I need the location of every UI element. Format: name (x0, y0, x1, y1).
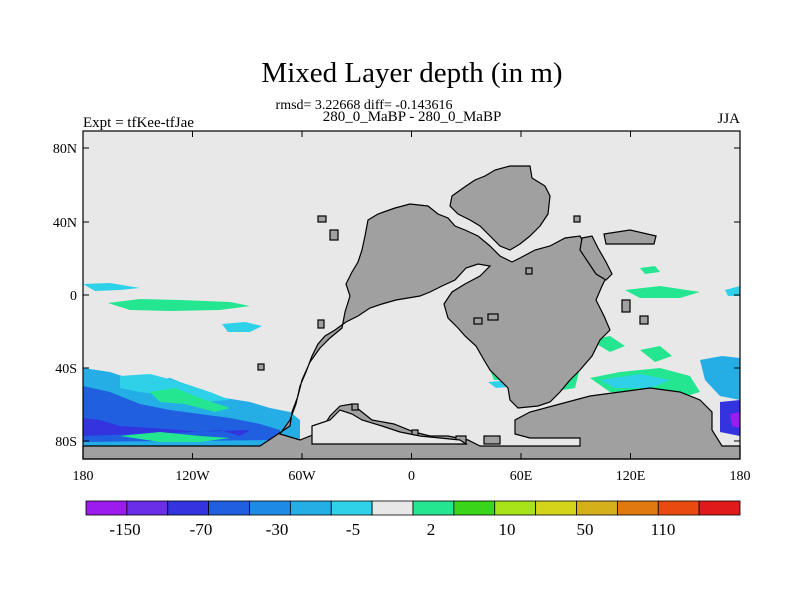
eastern-boundary-core (730, 412, 740, 428)
colorbar: -150 -70 -30 -5 2 10 50 110 (85, 500, 741, 539)
x-tick-label: 120E (616, 469, 646, 484)
island-7 (525, 267, 533, 275)
colorbar-label: -150 (109, 520, 140, 539)
chart-subtitle: 280_0_MaBP - 280_0_MaBP (323, 109, 502, 125)
y-tick-label: 80N (53, 142, 77, 157)
island-8 (621, 299, 631, 313)
colorbar-box (330, 500, 373, 516)
south-pacific-core (83, 418, 250, 436)
colorbar-box (657, 500, 700, 516)
island-2 (329, 229, 339, 241)
y-tick-label: 40N (53, 216, 77, 231)
southern-inland-basin (311, 409, 468, 445)
tropical-pacific-cyan (222, 322, 262, 332)
y-axis: 80N 40N 0 40S 80S (53, 142, 740, 450)
colorbar-label: 50 (577, 520, 594, 539)
x-tick-label: 60W (288, 469, 316, 484)
south-pacific-green-1 (150, 388, 230, 412)
colorbar-box (85, 500, 128, 516)
season-label: JJA (717, 111, 740, 127)
y-tick-label: 0 (70, 289, 77, 304)
colorbar-label: 10 (499, 520, 516, 539)
colorbar-label: 2 (427, 520, 436, 539)
x-axis: 180 120W 60W 0 60E 120E 180 (73, 131, 751, 484)
island-5 (473, 317, 483, 325)
colorbar-box (167, 500, 210, 516)
colorbar-box (616, 500, 659, 516)
colorbar-box (371, 500, 414, 516)
colorbar-box (698, 500, 741, 516)
stats-line: rmsd= 3.22668 diff= -0.143616 (276, 98, 453, 113)
y-tick-label: 80S (55, 435, 77, 450)
colorbar-box (249, 500, 291, 516)
island-6 (487, 313, 499, 321)
north-atlantic-cyan (725, 286, 740, 296)
colorbar-label: -5 (346, 520, 360, 539)
colorbar-box (494, 500, 537, 516)
eastern-boundary-deep (720, 400, 740, 436)
island-11 (483, 435, 501, 445)
island-10 (257, 363, 265, 371)
south-pacific-green-2 (120, 432, 230, 442)
island-1 (317, 215, 327, 223)
map-area: 80N 40N 0 40S 80S 180 120W 60W 0 60E 120 (53, 130, 751, 484)
colorbar-label: 110 (651, 520, 676, 539)
x-tick-label: 60E (510, 469, 533, 484)
colorbar-box (576, 500, 618, 516)
colorbar-box (412, 500, 455, 516)
colorbar-labels: -150 -70 -30 -5 2 10 50 110 (109, 520, 675, 539)
island-3 (573, 215, 581, 223)
equatorial-pacific-green (108, 299, 250, 311)
indian-ocean-green-4 (640, 346, 672, 362)
colorbar-box (208, 500, 250, 516)
colorbar-label: -30 (266, 520, 289, 539)
colorbar-label: -70 (190, 520, 213, 539)
y-tick-label: 40S (55, 362, 77, 377)
island-9 (639, 315, 649, 325)
colorbar-box (453, 500, 496, 516)
south-indian-cyan (600, 374, 670, 388)
eastern-island (603, 229, 657, 245)
western-pacific-green (625, 286, 700, 298)
x-tick-label: 0 (408, 469, 415, 484)
colorbar-box (535, 500, 577, 516)
x-tick-label: 180 (73, 469, 94, 484)
colorbar-boxes (85, 500, 741, 516)
western-pacific-green-2 (640, 266, 660, 274)
eastern-arc (579, 235, 613, 281)
northern-landmass (449, 165, 551, 251)
colorbar-box (126, 500, 169, 516)
x-tick-label: 120W (175, 469, 210, 484)
experiment-label: Expt = tfKee-tfJae (83, 115, 194, 131)
island-14 (351, 403, 359, 411)
chart-title: Mixed Layer depth (in m) (261, 57, 562, 89)
colorbar-box (289, 500, 332, 516)
island-4 (317, 319, 325, 329)
land-masses (82, 165, 741, 460)
equatorial-pacific-strip (83, 283, 140, 291)
x-tick-label: 180 (730, 469, 751, 484)
eastern-boundary-cyan (700, 356, 740, 400)
